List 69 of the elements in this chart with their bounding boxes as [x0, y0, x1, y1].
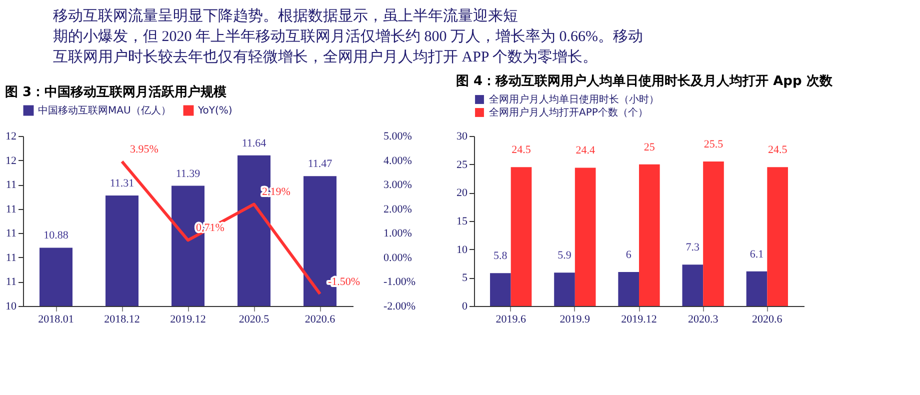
y2-tick-label: -1.00%	[384, 276, 416, 288]
y2-tick-label: 4.00%	[384, 154, 412, 167]
bar	[639, 164, 660, 306]
bar	[554, 272, 575, 306]
y-tick-label: 10	[6, 300, 17, 312]
x-tick-label: 2018.01	[38, 314, 74, 326]
text: 移动互联网流量呈明显下降趋势。根据数据显示，虽上半年流量迎来短	[53, 7, 518, 24]
y-tick-label: 5	[462, 272, 468, 284]
x-tick-label: 2019.9	[560, 314, 591, 326]
legend-label: 全网用户月人均打开APP个数（个）	[489, 106, 648, 118]
data-label: 6	[626, 249, 632, 261]
y2-tick-label: 3.00%	[384, 179, 412, 192]
data-label: 25	[644, 141, 656, 154]
x-tick-label: 2019.6	[496, 314, 526, 326]
y-tick-label: 11	[6, 252, 16, 264]
text: 期的小爆发，但 2020 年上半年移动互联网月活仅增长约 800 万人，增长率为 0.66%。移动	[53, 28, 643, 45]
bar	[490, 273, 511, 306]
bar	[510, 167, 532, 306]
data-label: 5.9	[558, 250, 572, 262]
y-tick-label: 10	[456, 244, 468, 256]
bar	[574, 168, 596, 306]
data-label: 24.5	[768, 144, 788, 156]
data-label: 24.4	[576, 144, 596, 157]
data-label: 0.71%	[196, 222, 224, 234]
bar	[746, 271, 768, 306]
y2-tick-label: 5.00%	[384, 130, 412, 142]
x-tick-label: 2019.12	[621, 314, 657, 326]
legend-label: YoY(%)	[197, 106, 232, 117]
legend-label: 中国移动互联网MAU（亿人）	[38, 104, 171, 117]
data-label: 11.47	[308, 158, 333, 170]
data-label: 25.5	[704, 138, 724, 150]
text: 互联网用户时长较去年也仅有轻微增长，全网用户月人均打开 APP 个数为零增长。	[53, 48, 598, 66]
x-tick-label: 2020.6	[752, 314, 783, 326]
data-label: 11.64	[242, 137, 267, 150]
y-tick-label: 20	[456, 187, 468, 200]
data-label: 10.88	[44, 230, 69, 242]
x-tick-label: 2020.3	[688, 314, 719, 326]
data-label: 11.39	[176, 168, 201, 180]
bar	[618, 272, 639, 306]
y-tick-label: 0	[462, 300, 468, 312]
bar	[767, 167, 788, 306]
y-tick-label: 12	[6, 154, 16, 167]
y2-tick-label: 2.00%	[384, 203, 412, 216]
y-tick-label: 12	[6, 130, 16, 142]
y2-tick-label: -2.00%	[384, 300, 416, 312]
data-label: 11.31	[110, 178, 134, 190]
y2-tick-label: 0.00%	[384, 252, 412, 264]
y-tick-label: 11	[6, 203, 16, 216]
x-tick-label: 2020.6	[304, 314, 336, 326]
chart-title: 图 4：移动互联网用户人均单日使用时长及月人均打开 App 次数	[456, 73, 834, 89]
y2-tick-label: 1.00%	[384, 228, 412, 240]
x-tick-label: 2019.12	[170, 314, 206, 326]
legend-label: 全网用户月人均单日使用时长（小时）	[489, 94, 659, 106]
y-tick-label: 30	[456, 130, 468, 142]
y-tick-label: 25	[456, 158, 468, 171]
y-tick-label: 11	[6, 179, 16, 192]
data-label: 6.1	[750, 248, 764, 260]
x-tick-label: 2018.12	[104, 314, 140, 326]
data-label: 5.8	[494, 250, 508, 262]
y-tick-label: 11	[6, 276, 16, 288]
data-label: 3.95%	[130, 144, 158, 156]
chart-title: 图 3：中国移动互联网月活跃用户规模	[5, 84, 227, 100]
y-tick-label: 11	[6, 228, 16, 240]
y-tick-label: 15	[456, 216, 468, 228]
data-label: 24.5	[512, 144, 532, 156]
bar	[682, 264, 704, 306]
x-tick-label: 2020.5	[238, 314, 270, 326]
bar	[703, 162, 724, 306]
data-label: 7.3	[686, 242, 700, 254]
